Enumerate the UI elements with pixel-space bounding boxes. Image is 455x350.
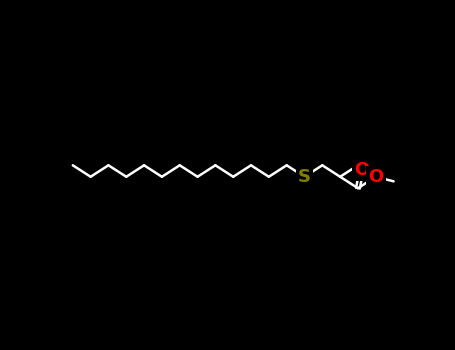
Text: O: O (368, 168, 384, 186)
Text: O: O (354, 161, 369, 179)
Text: S: S (298, 168, 311, 186)
